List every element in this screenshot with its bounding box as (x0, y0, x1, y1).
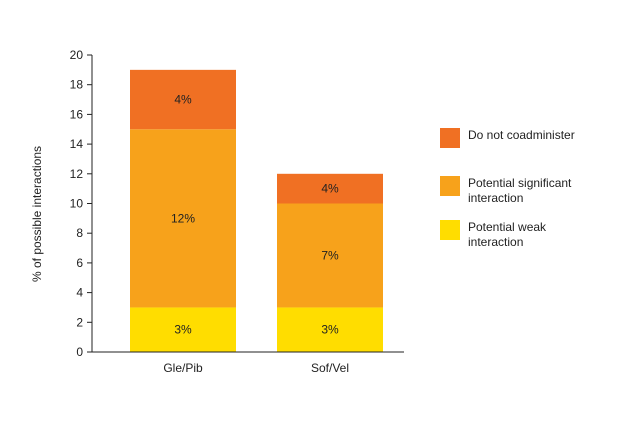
legend-item-do-not-coadminister: Do not coadminister (440, 128, 620, 148)
y-tick-label: 10 (70, 197, 84, 211)
y-tick-label: 16 (70, 107, 84, 121)
data-label: 4% (174, 93, 192, 107)
data-label: 7% (321, 248, 339, 262)
data-label: 3% (321, 323, 339, 337)
y-tick-label: 2 (76, 315, 83, 329)
y-tick-label: 20 (70, 48, 84, 62)
bar-segment (130, 69, 236, 130)
x-tick-label: Gle/Pib (163, 361, 203, 375)
legend-label-do-not-coadminister: Do not coadminister (468, 128, 575, 142)
legend-label-potential-weak: Potential weak interaction (468, 220, 547, 249)
bar-segment (277, 307, 383, 352)
legend-swatch-potential-weak (440, 220, 460, 240)
y-tick-label: 6 (76, 256, 83, 270)
x-tick-label: Sof/Vel (311, 361, 349, 375)
y-tick-label: 0 (76, 345, 83, 359)
bars: 3% 12% 4% 3% 7% 4% (130, 69, 383, 352)
y-tick-label: 8 (76, 226, 83, 240)
legend-item-potential-significant: Potential significant interaction (440, 176, 620, 206)
data-label: 12% (171, 211, 195, 225)
y-axis: 0 2 4 6 8 10 12 14 16 18 20 (70, 48, 93, 359)
bar-segment (277, 173, 383, 204)
y-tick-label: 18 (70, 78, 84, 92)
legend-swatch-do-not-coadminister (440, 128, 460, 148)
legend-swatch-potential-significant (440, 176, 460, 196)
bar-segment (130, 129, 236, 308)
y-tick-label: 4 (76, 286, 83, 300)
y-tick-label: 14 (70, 137, 84, 151)
y-axis-label: % of possible interactions (30, 146, 44, 282)
bar-segment (277, 203, 383, 308)
data-label: 4% (321, 182, 339, 196)
legend-label-potential-significant: Potential significant interaction (468, 176, 572, 205)
data-label: 3% (174, 323, 192, 337)
x-axis: Gle/Pib Sof/Vel (92, 351, 404, 375)
bar-segment (130, 307, 236, 352)
y-tick-label: 12 (70, 167, 84, 181)
legend-item-potential-weak: Potential weak interaction (440, 220, 620, 250)
